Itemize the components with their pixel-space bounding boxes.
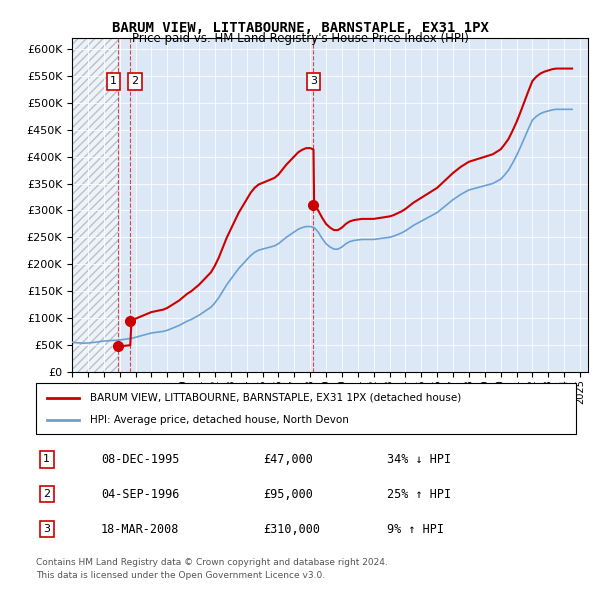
Text: BARUM VIEW, LITTABOURNE, BARNSTAPLE, EX31 1PX: BARUM VIEW, LITTABOURNE, BARNSTAPLE, EX3… bbox=[112, 21, 488, 35]
Text: 3: 3 bbox=[310, 76, 317, 86]
Text: This data is licensed under the Open Government Licence v3.0.: This data is licensed under the Open Gov… bbox=[36, 571, 325, 580]
Text: 25% ↑ HPI: 25% ↑ HPI bbox=[387, 487, 451, 501]
FancyBboxPatch shape bbox=[36, 384, 576, 434]
Text: £47,000: £47,000 bbox=[263, 453, 313, 466]
Text: 2: 2 bbox=[43, 489, 50, 499]
Text: 3: 3 bbox=[43, 524, 50, 534]
Text: 34% ↓ HPI: 34% ↓ HPI bbox=[387, 453, 451, 466]
Text: £95,000: £95,000 bbox=[263, 487, 313, 501]
Text: BARUM VIEW, LITTABOURNE, BARNSTAPLE, EX31 1PX (detached house): BARUM VIEW, LITTABOURNE, BARNSTAPLE, EX3… bbox=[90, 392, 461, 402]
Text: 2: 2 bbox=[131, 76, 139, 86]
Text: HPI: Average price, detached house, North Devon: HPI: Average price, detached house, Nort… bbox=[90, 415, 349, 425]
Text: £310,000: £310,000 bbox=[263, 523, 320, 536]
Text: 18-MAR-2008: 18-MAR-2008 bbox=[101, 523, 179, 536]
Text: Contains HM Land Registry data © Crown copyright and database right 2024.: Contains HM Land Registry data © Crown c… bbox=[36, 558, 388, 566]
Text: 1: 1 bbox=[110, 76, 117, 86]
Text: Price paid vs. HM Land Registry's House Price Index (HPI): Price paid vs. HM Land Registry's House … bbox=[131, 32, 469, 45]
Text: 9% ↑ HPI: 9% ↑ HPI bbox=[387, 523, 444, 536]
Bar bbox=[72, 38, 118, 372]
Text: 08-DEC-1995: 08-DEC-1995 bbox=[101, 453, 179, 466]
Bar bbox=[72, 38, 118, 372]
Text: 1: 1 bbox=[43, 454, 50, 464]
Text: 04-SEP-1996: 04-SEP-1996 bbox=[101, 487, 179, 501]
